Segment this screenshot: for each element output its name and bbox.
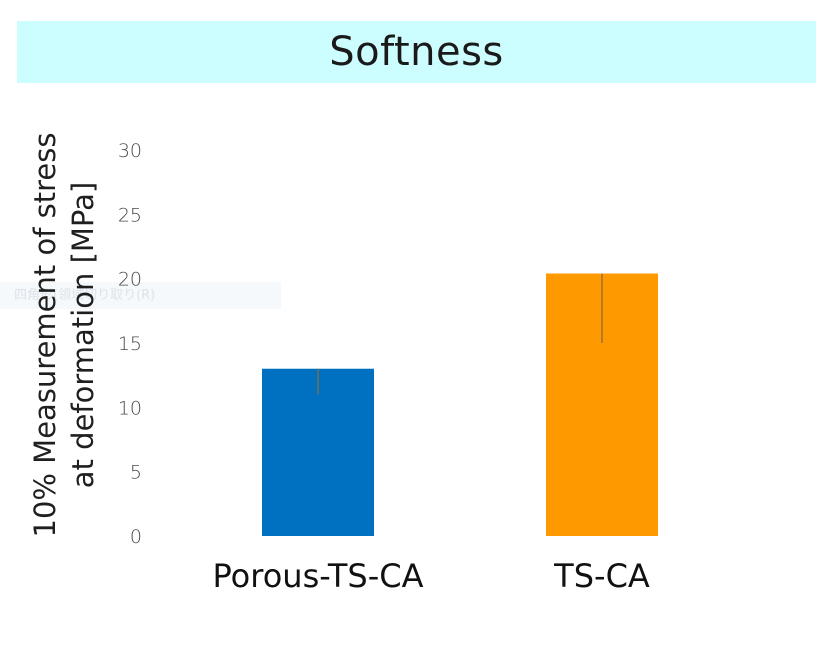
x-category-label-porous-ts-ca: Porous-TS-CA [213, 557, 424, 595]
y-tick-label-20: 20 [118, 269, 142, 291]
y-tick-label-0: 0 [130, 526, 142, 548]
ghost-menu-strip: 四角形(領域切り取り(R) [0, 282, 281, 309]
chart-title: Softness [329, 29, 504, 75]
y-tick-label-5: 5 [130, 462, 142, 484]
x-category-label-ts-ca: TS-CA [553, 557, 650, 595]
y-tick-label-25: 25 [118, 204, 142, 226]
y-tick-label-15: 15 [118, 333, 142, 355]
y-tick-label-10: 10 [118, 397, 142, 419]
bar-porous-ts-ca [262, 368, 374, 536]
title-banner: Softness [17, 21, 816, 83]
y-tick-label-30: 30 [118, 140, 142, 162]
